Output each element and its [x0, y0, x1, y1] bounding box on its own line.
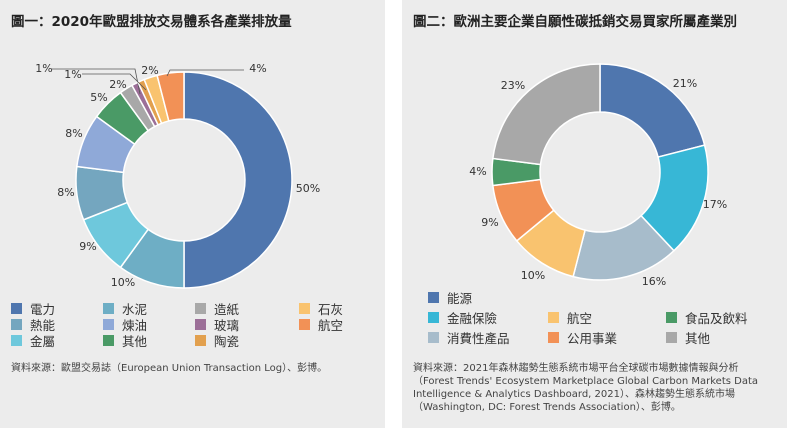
legend-swatch [11, 335, 22, 346]
donut-chart-1: 50%10%9%8%8%5%2%1% 1% 2% 4% [35, 62, 320, 289]
legend-swatch [548, 332, 559, 343]
legend-label: 水泥 [122, 302, 148, 317]
legend-item: 金屬 [11, 331, 55, 350]
legend-swatch [103, 319, 114, 330]
legend-label: 航空 [318, 318, 344, 333]
legend-swatch [428, 292, 439, 303]
legend-item: 電力 [11, 299, 55, 318]
donut-chart-2: 21% 17% 16% 10% 9% 4% 23% [469, 63, 727, 288]
legend-item: 水泥 [103, 299, 147, 318]
legend-item: 其他 [103, 331, 147, 350]
data-label-7: 23% [501, 79, 525, 92]
legend-item: 航空 [299, 315, 343, 334]
data-label-11: 4% [249, 62, 266, 75]
legend-swatch [195, 303, 206, 314]
legend-label: 食品及飲料 [685, 311, 748, 326]
chart-2-title: 圖二：歐洲主要企業自願性碳抵銷交易買家所屬產業別 [413, 14, 737, 30]
data-label-3: 16% [642, 275, 666, 288]
data-label-4: 8% [57, 186, 74, 199]
data-label-1: 50% [296, 182, 320, 195]
legend-item: 其他 [666, 328, 710, 347]
legend-item: 公用事業 [548, 328, 617, 347]
data-label-7: 2% [109, 78, 126, 91]
data-label-5: 8% [65, 127, 82, 140]
legend-item: 石灰 [299, 299, 343, 318]
leader-line-9 [82, 73, 147, 91]
data-label-6: 4% [469, 165, 486, 178]
legend-label: 煉油 [122, 318, 148, 333]
legend-item: 熱能 [11, 315, 55, 334]
chart-1-source: 資料來源：歐盟交易誌（European Union Transaction Lo… [11, 363, 328, 374]
legend-swatch [103, 335, 114, 346]
slice-11 [156, 71, 185, 122]
legend-label: 金屬 [30, 334, 56, 349]
legend-swatch [666, 332, 677, 343]
legend-label: 消費性產品 [447, 331, 510, 346]
legend-label: 航空 [567, 311, 593, 326]
legend-label: 電力 [30, 302, 56, 317]
data-label-4: 10% [521, 269, 545, 282]
chart-panel-1: 圖一：2020年歐盟排放交易體系各產業排放量 50% 10% 9% 8% 8% 5% 2% 1… [0, 0, 385, 428]
data-label-6: 5% [90, 91, 107, 104]
legend-swatch [103, 303, 114, 314]
legend-label: 能源 [447, 291, 473, 306]
legend-label: 石灰 [318, 302, 344, 317]
legend-item: 食品及飲料 [666, 308, 748, 327]
data-label-5: 9% [481, 216, 498, 229]
legend-item: 航空 [548, 308, 592, 327]
data-label-3: 9% [79, 240, 96, 253]
chart-1-title: 圖一：2020年歐盟排放交易體系各產業排放量 [11, 14, 292, 30]
legend-swatch [299, 319, 310, 330]
legend-item: 消費性產品 [428, 328, 510, 347]
legend-swatch [428, 332, 439, 343]
slice-7 [492, 63, 601, 166]
legend-swatch [548, 312, 559, 323]
legend-label: 陶瓷 [214, 334, 240, 349]
leader-line-11 [166, 69, 244, 77]
chart-2-source: 資料來源：2021年森林趨勢生態系統市場平台全球碳市場數據情報與分析 （Fore… [413, 363, 759, 413]
legend-swatch [11, 319, 22, 330]
chart-panel-2: 圖二：歐洲主要企業自願性碳抵銷交易買家所屬產業別 21% 17% 16% 10% 9% 4… [402, 0, 787, 428]
data-label-9: 1% [64, 68, 81, 81]
legend-label: 其他 [122, 334, 148, 349]
legend-item: 金融保險 [428, 308, 497, 327]
slice-1 [183, 71, 293, 289]
legend-swatch [195, 335, 206, 346]
legend-swatch [299, 303, 310, 314]
data-label-2: 10% [111, 276, 135, 289]
legend-swatch [428, 312, 439, 323]
legend-swatch [195, 319, 206, 330]
legend-item: 煉油 [103, 315, 147, 334]
legend-label: 熱能 [30, 318, 56, 333]
legend-label: 其他 [685, 331, 711, 346]
legend-label: 玻璃 [214, 318, 240, 333]
data-label-8: 1% [35, 62, 52, 75]
legend-item: 能源 [428, 288, 472, 307]
data-label-10: 2% [141, 64, 158, 77]
leader-line-8 [52, 68, 141, 95]
legend-item: 造紙 [195, 299, 239, 318]
legend-label: 金融保險 [447, 311, 498, 326]
legend-item: 玻璃 [195, 315, 239, 334]
legend-item: 陶瓷 [195, 331, 239, 350]
data-label-2: 17% [703, 198, 727, 211]
data-label-1: 21% [673, 77, 697, 90]
legend-swatch [666, 312, 677, 323]
legend-swatch [11, 303, 22, 314]
legend-label: 造紙 [214, 302, 240, 317]
legend-label: 公用事業 [567, 331, 618, 346]
